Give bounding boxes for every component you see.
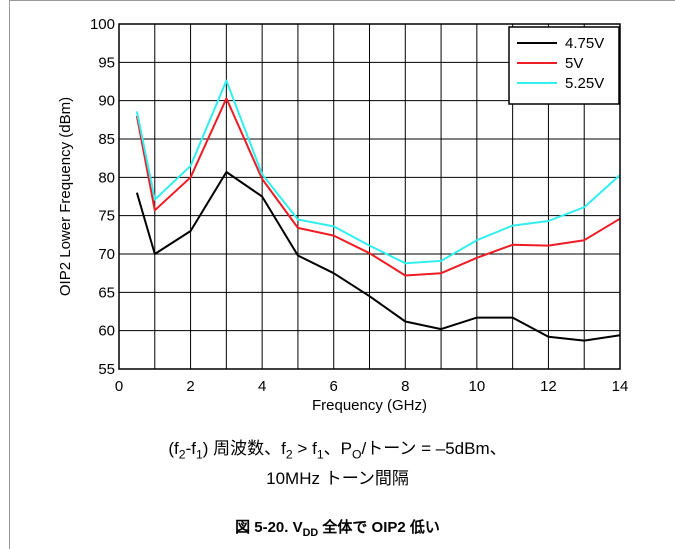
legend-label: 5V [565,55,583,72]
y-tick-label: 75 [98,208,115,225]
x-tick-label: 0 [115,378,123,395]
y-tick-label: 70 [98,246,115,263]
y-tick-label: 80 [98,169,115,186]
chart-series-lines [135,79,621,342]
series-line-5.25V [135,79,621,265]
series-line-4.75V [135,171,621,342]
legend-label: 4.75V [565,35,604,52]
y-tick-label: 95 [98,54,115,71]
figure-caption-line-2: 10MHz トーン間隔 [266,469,409,488]
x-tick-label: 14 [612,378,629,395]
chart-tick-labels: 0 2 4 6 8 10 12 14 55 60 65 70 75 80 85 90 95 100 [90,16,628,395]
plot-area-border [118,23,621,370]
y-tick-label: 85 [98,131,115,148]
frame-top-border [9,0,675,1]
x-tick-label: 10 [469,378,486,395]
legend-label: 5.25V [565,75,604,92]
x-tick-label: 8 [401,378,409,395]
y-tick-label: 60 [98,323,115,340]
y-tick-label: 65 [98,284,115,301]
y-tick-label: 55 [98,361,115,378]
x-tick-label: 2 [186,378,194,395]
oip2-line-chart: 0 2 4 6 8 10 12 14 55 60 65 70 75 80 85 90 95 100 Frequen… [57,16,628,414]
y-tick-label: 100 [90,16,115,33]
x-tick-label: 12 [540,378,557,395]
x-axis-label: Frequency (GHz) [312,397,427,414]
figure-caption-line-1: (f2-f1) 周波数、f2 > f1、PO/トーン = –5dBm、 [168,439,507,462]
legend-box [508,26,620,105]
y-tick-label: 90 [98,93,115,110]
chart-legend: 4.75V 5V 5.25V [508,26,620,105]
series-line-5V [135,97,621,277]
frame-left-border [9,0,10,549]
figure-title: 図 5-20. VDD 全体で OIP2 低い [235,519,440,539]
x-tick-label: 4 [258,378,266,395]
x-tick-label: 6 [330,378,338,395]
y-axis-label: OIP2 Lower Frequency (dBm) [57,97,74,296]
